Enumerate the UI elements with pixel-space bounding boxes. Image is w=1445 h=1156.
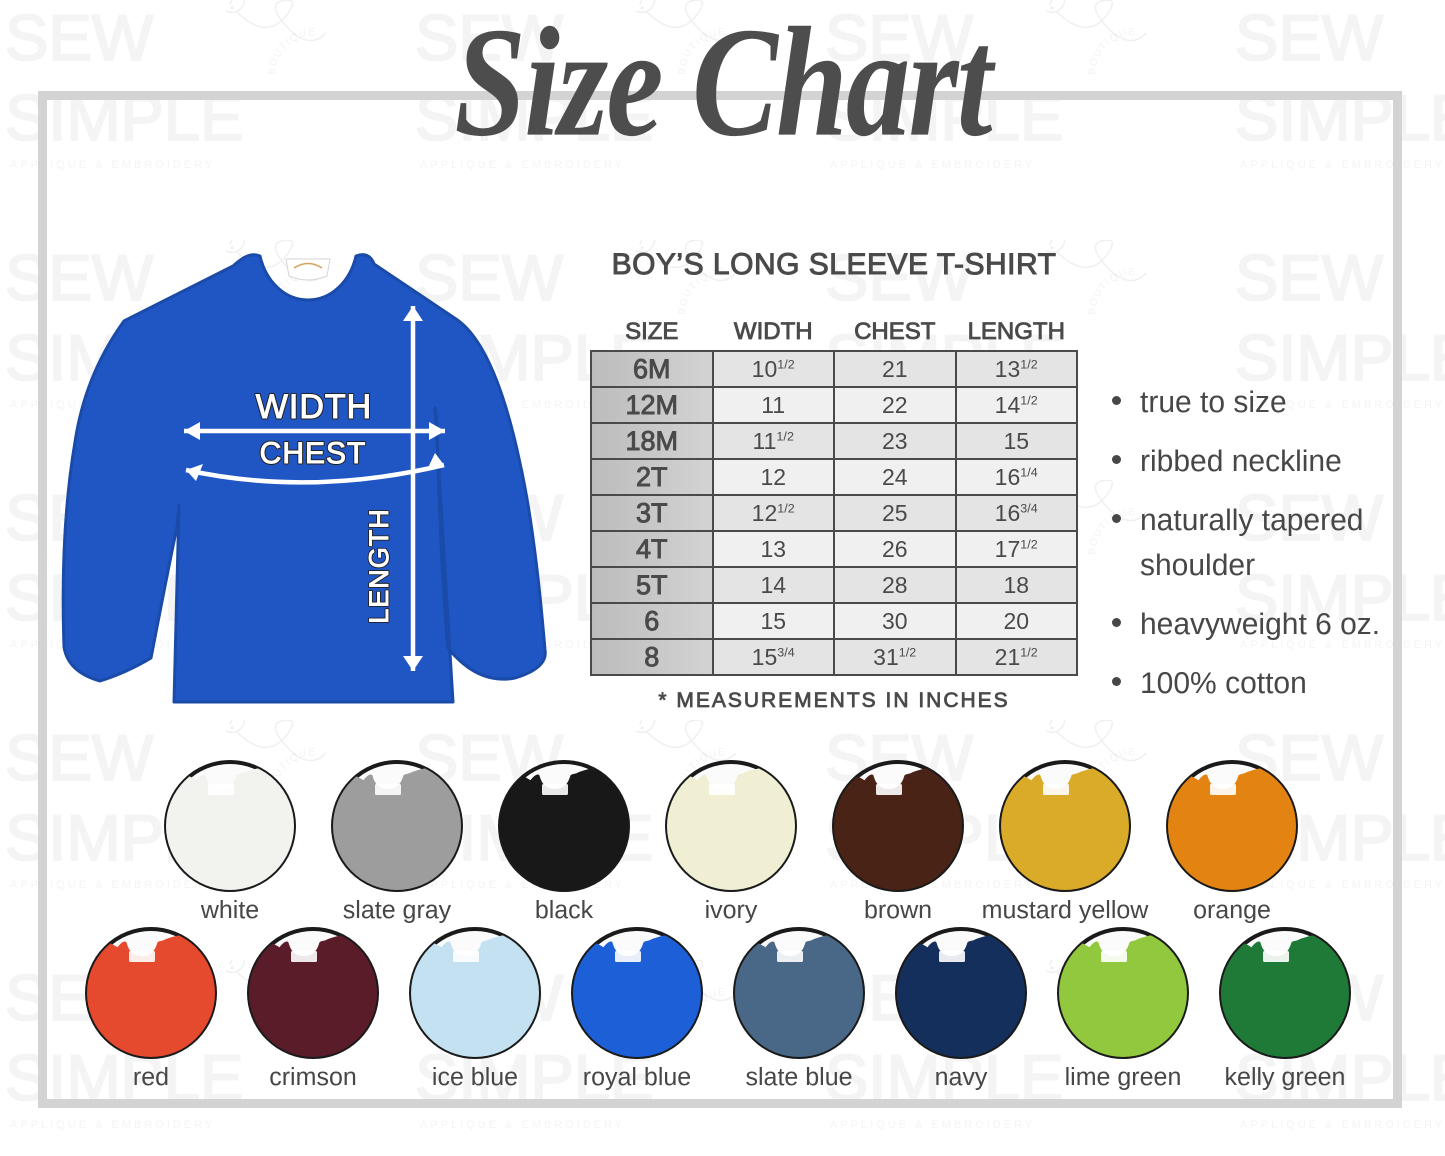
svg-text:WIDTH: WIDTH [255, 388, 372, 426]
svg-text:LENGTH: LENGTH [364, 508, 394, 624]
svg-text:CHEST: CHEST [260, 437, 367, 470]
